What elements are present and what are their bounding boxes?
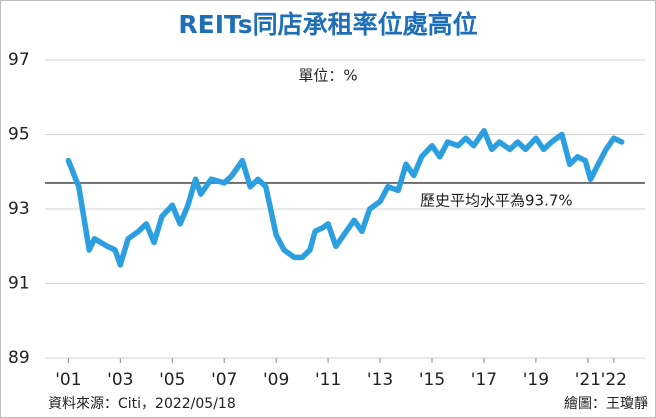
x-tick-label: '01 bbox=[55, 370, 81, 390]
source-note: 資料來源：Citi，2022/05/18 bbox=[48, 396, 236, 412]
y-tick-label: 91 bbox=[8, 274, 30, 294]
unit-label: 單位：% bbox=[298, 67, 357, 85]
credit-note: 繪圖：王瓊靜 bbox=[564, 395, 648, 412]
y-tick-label: 89 bbox=[8, 348, 30, 368]
marks-layer: 歷史平均水平為93.7% bbox=[45, 128, 645, 268]
average-annotation: 歷史平均水平為93.7% bbox=[420, 191, 573, 209]
data-line bbox=[65, 128, 625, 268]
y-tick-label: 93 bbox=[8, 199, 30, 219]
x-tick-label: '11 bbox=[315, 370, 341, 390]
x-tick-label: '19 bbox=[523, 370, 549, 390]
x-tick-label: '21 bbox=[575, 370, 601, 390]
x-tick-label: '05 bbox=[159, 370, 185, 390]
x-tick-label: '22 bbox=[601, 370, 627, 390]
grid-layer: 89 91 93 95 97 '01 '03 '05 '07 '09 '11 '13 '15 '17 '19… bbox=[8, 50, 645, 390]
x-tick-label: '07 bbox=[211, 370, 237, 390]
x-tick-label: '13 bbox=[367, 370, 393, 390]
x-tick-label: '09 bbox=[263, 370, 289, 390]
y-tick-label: 95 bbox=[8, 125, 30, 145]
x-tick-label: '17 bbox=[471, 370, 497, 390]
chart-title: REITs同店承租率位處高位 bbox=[178, 10, 477, 39]
y-tick-label: 97 bbox=[8, 50, 30, 70]
x-tick-label: '03 bbox=[107, 370, 133, 390]
x-tick-label: '15 bbox=[419, 370, 445, 390]
